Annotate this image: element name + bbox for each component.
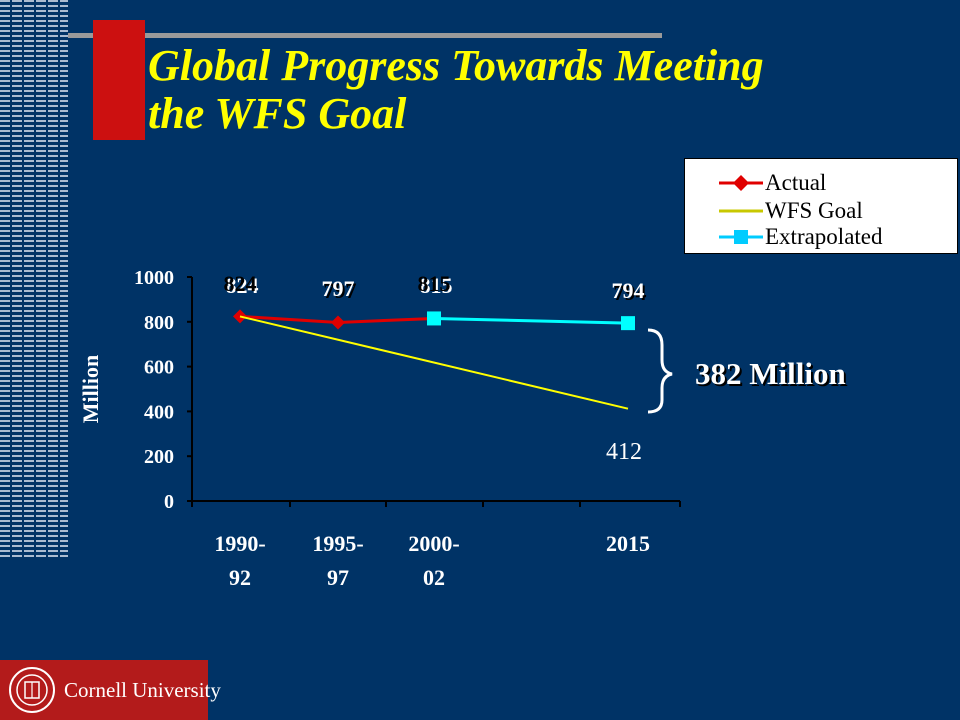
red-accent-block	[93, 20, 145, 140]
data-point-actual	[331, 315, 345, 330]
chart-axes: 1000 800 600 400 200 0 1990- 92 1995- 97 2000- 02 20…	[78, 267, 681, 590]
decorative-stripes	[0, 0, 68, 560]
legend-label-actual: Actual	[765, 170, 827, 195]
legend-label-wfs-goal: WFS Goal	[765, 198, 863, 223]
chart-legend: Actual WFS Goal Extrapolated	[684, 158, 958, 254]
y-tick-label: 400	[144, 401, 174, 423]
x-tick-label: 2000-	[408, 531, 459, 556]
x-tick-label: 97	[327, 565, 349, 590]
legend-wfs-goal-swatch	[719, 209, 763, 213]
data-point-extrapolated	[621, 316, 635, 331]
x-tick-label: 1995-	[312, 531, 363, 556]
data-label: 824	[224, 271, 257, 296]
data-label-shadow: 815	[420, 273, 453, 298]
y-tick-label: 0	[164, 491, 174, 513]
chart-series	[233, 309, 635, 410]
legend-entry-actual: Actual	[685, 169, 957, 197]
title-line-2: the WFS Goal	[148, 89, 407, 138]
slide-title: Global Progress Towards Meeting the WFS …	[148, 42, 938, 138]
x-tick-label: 02	[423, 565, 445, 590]
x-tick-label: 92	[229, 565, 251, 590]
y-tick-label: 800	[144, 312, 174, 334]
data-label: 412	[606, 439, 642, 465]
cornell-seal-icon	[9, 667, 55, 713]
data-label-shadow: 797	[324, 278, 357, 303]
y-tick-label: 200	[144, 446, 174, 468]
gap-label: 382 Million	[695, 356, 846, 391]
y-axis-title: Million	[78, 355, 103, 423]
legend-extrapolated-swatch	[719, 230, 763, 244]
data-label: 815	[418, 271, 451, 296]
y-tick-label: 1000	[134, 267, 174, 289]
data-label-shadow: 824	[226, 273, 259, 298]
legend-entry-wfs-goal: WFS Goal	[685, 197, 957, 225]
data-point-extrapolated	[427, 311, 441, 326]
title-rule	[68, 33, 662, 38]
brace-icon	[647, 328, 673, 414]
footer-brand-bar	[0, 660, 208, 720]
title-line-1: Global Progress Towards Meeting	[148, 41, 764, 90]
data-label: 794	[612, 278, 645, 303]
data-label-shadow: 794	[614, 280, 647, 305]
y-tick-label: 600	[144, 357, 174, 379]
series-line-extrapolated	[433, 316, 629, 325]
data-label: 797	[322, 276, 355, 301]
series-line-wfs-goal	[239, 315, 629, 410]
x-tick-label: 1990-	[214, 531, 265, 556]
legend-label-extrapolated: Extrapolated	[765, 224, 883, 249]
x-tick-label: 2015	[606, 531, 650, 556]
legend-entry-extrapolated: Extrapolated	[685, 223, 957, 251]
legend-actual-swatch	[719, 175, 763, 191]
university-name: Cornell University	[64, 678, 221, 702]
